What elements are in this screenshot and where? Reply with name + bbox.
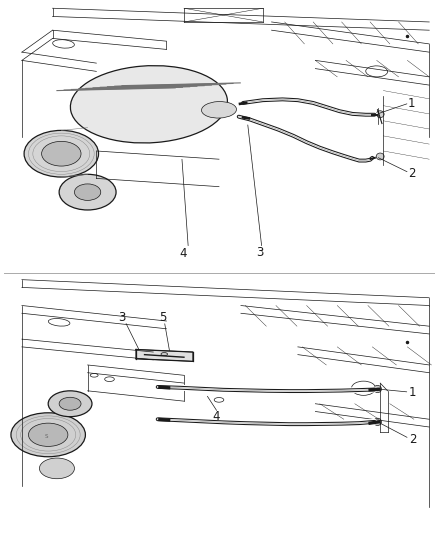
Polygon shape <box>136 350 193 361</box>
Circle shape <box>42 141 81 166</box>
Text: 1: 1 <box>408 97 416 110</box>
Ellipse shape <box>201 102 237 118</box>
Text: 2: 2 <box>408 167 416 180</box>
Circle shape <box>39 458 74 479</box>
Ellipse shape <box>376 153 384 160</box>
Circle shape <box>48 391 92 417</box>
Text: 4: 4 <box>212 410 220 423</box>
Ellipse shape <box>376 111 384 118</box>
Circle shape <box>28 423 68 447</box>
Text: 1: 1 <box>409 386 417 399</box>
Ellipse shape <box>374 385 381 393</box>
Text: 5: 5 <box>159 311 166 325</box>
Ellipse shape <box>161 352 167 356</box>
Circle shape <box>74 184 101 200</box>
Ellipse shape <box>71 66 227 143</box>
Text: S: S <box>44 433 48 439</box>
Circle shape <box>11 413 85 457</box>
Text: 4: 4 <box>179 247 187 260</box>
Text: 3: 3 <box>118 311 125 325</box>
Text: 2: 2 <box>409 433 417 447</box>
Circle shape <box>59 174 116 210</box>
Circle shape <box>59 397 81 410</box>
Ellipse shape <box>374 418 381 425</box>
Circle shape <box>24 131 99 177</box>
Text: 3: 3 <box>257 246 264 259</box>
